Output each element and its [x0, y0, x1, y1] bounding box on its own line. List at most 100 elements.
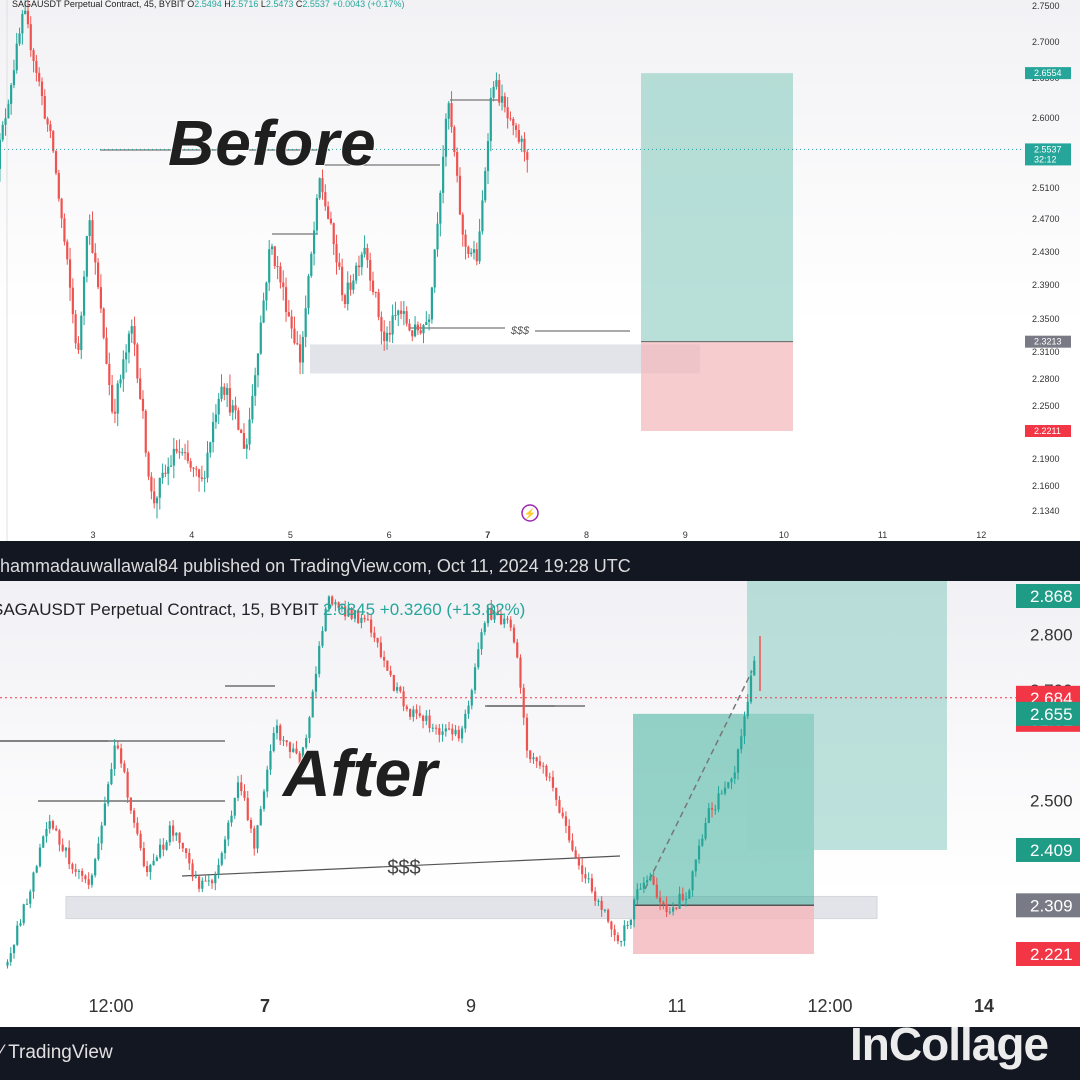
candle-body	[279, 266, 282, 283]
price-badge-value: 2.221	[1030, 945, 1073, 964]
candle-body	[665, 904, 668, 912]
candle-body	[623, 925, 626, 941]
candle-body	[481, 200, 484, 232]
candle-body	[753, 660, 756, 676]
demand-zone	[310, 344, 700, 374]
candle-body	[587, 878, 590, 880]
candle-body	[590, 878, 594, 892]
candle-body	[178, 451, 181, 453]
candle-body	[18, 33, 21, 44]
candle-body	[120, 748, 123, 764]
candle-body	[607, 909, 610, 922]
candle-body	[496, 611, 499, 615]
candle-body	[397, 310, 400, 315]
candle-body	[21, 13, 24, 34]
candle-body	[377, 292, 380, 318]
candle-body	[321, 631, 324, 646]
candle-body	[167, 466, 170, 474]
candle-body	[733, 772, 736, 779]
candle-body	[506, 618, 509, 620]
candle-body	[321, 178, 324, 193]
candle-body	[542, 765, 545, 767]
candle-body	[352, 280, 355, 290]
candle-body	[204, 880, 207, 882]
candle-body	[379, 642, 382, 657]
price-badge-countdown: 32:12	[1034, 154, 1057, 164]
candle-body	[207, 880, 210, 882]
candle-body	[408, 323, 411, 331]
candle-body	[472, 249, 476, 253]
candle-body	[454, 729, 457, 735]
candle-body	[500, 96, 504, 103]
title-part-0: SAGAUSDT Perpetual Contract, 45, BYBIT	[12, 0, 187, 9]
candle-body	[658, 897, 662, 903]
before-chart[interactable]: $$$ Before SAGAUSDT Perpetual Contract, 45…	[0, 0, 1080, 541]
price-badge-value: 2.3213	[1034, 337, 1062, 347]
candle-body	[256, 353, 260, 376]
candle-body	[691, 871, 694, 891]
before-chart-panel[interactable]: $$$ Before SAGAUSDT Perpetual Contract, 45…	[0, 0, 1080, 541]
candle-body	[40, 81, 44, 97]
candle-body	[636, 889, 639, 900]
candle-body	[133, 326, 136, 345]
candle-body	[483, 623, 486, 633]
candle-body	[489, 97, 492, 142]
candle-body	[85, 236, 88, 277]
candle-body	[54, 151, 58, 174]
chart-title: SAGAUSDT Perpetual Contract, 45, BYBIT O…	[12, 0, 404, 9]
candle-body	[430, 287, 434, 320]
candle-body	[172, 448, 175, 466]
x-tick-label: 5	[288, 530, 293, 540]
candle-body	[254, 375, 257, 396]
price-badge-value: 2.2211	[1034, 426, 1061, 436]
x-tick-label: 12:00	[88, 996, 133, 1016]
lightning-glyph: ⚡	[524, 507, 536, 520]
candle-body	[184, 848, 188, 853]
candle-body	[574, 850, 577, 858]
candle-body	[600, 900, 603, 910]
after-chart-panel[interactable]: $$$ After SAGAUSDT Perpetual Contract, 15,…	[0, 581, 1080, 1027]
candle-body	[671, 907, 675, 912]
x-tick-label: 12:00	[807, 996, 852, 1016]
candle-body	[242, 433, 246, 449]
price-badge-value: 2.409	[1030, 841, 1073, 860]
candle-body	[431, 727, 434, 729]
candle-body	[4, 118, 7, 125]
candle-body	[226, 388, 229, 395]
candle-body	[389, 670, 392, 675]
after-chart[interactable]: $$$ After SAGAUSDT Perpetual Contract, 15,…	[0, 581, 1080, 1027]
price-badge	[1025, 143, 1071, 166]
candle-body	[514, 125, 518, 131]
liquidity-label: $$$	[387, 857, 420, 879]
candle-body	[51, 821, 55, 829]
candle-body	[113, 411, 117, 414]
candle-body	[111, 384, 114, 412]
candle-body	[220, 853, 223, 865]
candle-body	[444, 728, 447, 732]
candle-body	[42, 836, 45, 848]
candle-body	[243, 791, 246, 798]
x-tick-label: 7	[485, 530, 490, 540]
candle-body	[480, 632, 483, 650]
candle-body	[231, 405, 234, 413]
title-part-change: +0.3260 (+13.82%)	[380, 600, 526, 619]
y-tick-label: 2.7000	[1032, 37, 1060, 47]
candle-body	[52, 131, 55, 152]
candle-body	[273, 246, 276, 266]
candle-body	[357, 265, 361, 268]
candle-body	[127, 333, 131, 353]
candle-body	[532, 757, 535, 760]
candle-body	[311, 691, 314, 718]
candle-body	[165, 842, 168, 850]
candle-body	[77, 870, 81, 872]
candle-body	[385, 332, 389, 342]
candle-body	[155, 857, 158, 861]
candle-body	[436, 223, 439, 250]
candle-body	[458, 175, 462, 215]
candle-body	[181, 842, 184, 849]
candle-body	[418, 713, 421, 716]
liquidity-label: $$$	[510, 325, 530, 337]
candle-body	[512, 118, 515, 126]
candle-body	[175, 832, 178, 836]
candle-body	[12, 70, 16, 86]
